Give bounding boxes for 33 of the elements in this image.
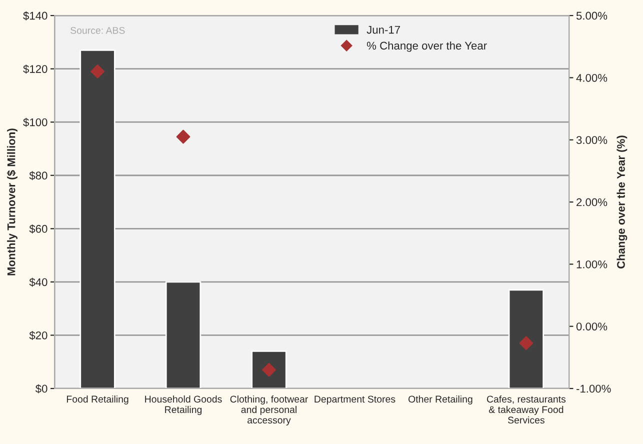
bar: [165, 281, 202, 388]
y2-tick-label: 1.00%: [576, 260, 608, 268]
bar: [80, 49, 116, 388]
y2-tick-label: 5.00%: [576, 12, 608, 20]
y2-axis-title: Change over the Year (%): [616, 136, 628, 268]
legend-label: Jun-17: [366, 26, 400, 34]
point: [519, 336, 534, 350]
y-tick-label: $100: [23, 118, 48, 127]
legend-label: % Change over the Year: [366, 41, 487, 52]
x-tick-label: Other Retailing: [408, 395, 472, 405]
y-tick-label: $80: [29, 171, 48, 180]
bar: [508, 289, 544, 388]
x-tick-label: Clothing, footwear and personal accessory: [230, 395, 308, 426]
y2-tick-label: 3.00%: [576, 136, 608, 144]
annotation: Source: ABS: [70, 26, 125, 34]
bar: [251, 350, 287, 388]
y-axis-title: Monthly Turnover ($ Million): [6, 128, 18, 276]
y-tick-label: $140: [23, 11, 48, 20]
y2-tick-label: 4.00%: [576, 74, 608, 82]
x-tick-label: Food Retailing: [66, 395, 128, 405]
y2-tick-label: -1.00%: [576, 384, 611, 393]
y-tick-label: $0: [35, 384, 48, 394]
y-tick-label: $60: [29, 224, 48, 234]
y2-tick-label: 2.00%: [576, 198, 608, 206]
y2-tick-label: 0.00%: [576, 322, 608, 330]
y-tick-label: $20: [29, 331, 48, 340]
point: [90, 64, 104, 78]
y-tick-label: $40: [29, 278, 48, 287]
point: [176, 130, 190, 144]
x-tick-label: Cafes, restaurants & takeaway Food Services: [486, 395, 566, 424]
x-tick-label: Department Stores: [314, 396, 396, 405]
y-tick-label: $120: [23, 64, 48, 74]
x-tick-label: Household Goods Retailing: [145, 395, 222, 415]
